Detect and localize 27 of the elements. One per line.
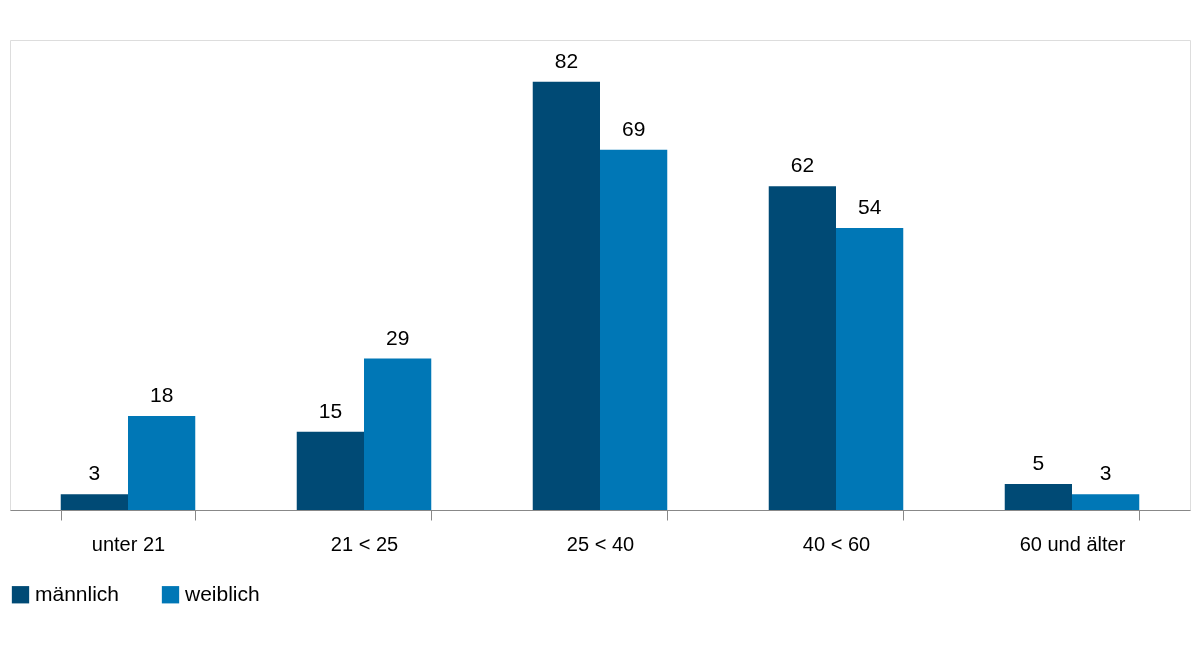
data-label: 3 xyxy=(88,461,101,485)
bar xyxy=(1072,494,1140,510)
bar xyxy=(128,416,196,510)
data-label: 69 xyxy=(621,116,646,140)
bar xyxy=(60,494,128,510)
x-tick-label: 60 und älter xyxy=(1019,532,1126,555)
data-label: 29 xyxy=(385,325,410,349)
legend-label: männlich xyxy=(35,581,120,605)
bar xyxy=(532,81,600,510)
data-label: 82 xyxy=(554,48,579,72)
x-tick-label: 40 < 60 xyxy=(802,532,871,555)
bar xyxy=(364,358,432,510)
bar xyxy=(1004,483,1072,510)
data-label: 18 xyxy=(149,383,174,406)
data-label: 62 xyxy=(790,153,815,177)
data-label: 15 xyxy=(318,398,343,422)
bar xyxy=(768,186,836,510)
bar xyxy=(296,431,364,510)
x-tick-label: 25 < 40 xyxy=(566,532,635,555)
legend-label: weiblich xyxy=(184,581,260,605)
bar xyxy=(600,149,668,510)
x-tick-label: unter 21 xyxy=(91,532,166,555)
x-tick-label: 21 < 25 xyxy=(330,532,399,555)
data-label: 54 xyxy=(857,195,882,218)
data-label: 3 xyxy=(1099,461,1112,485)
bar xyxy=(836,228,904,510)
data-label: 5 xyxy=(1032,450,1045,474)
